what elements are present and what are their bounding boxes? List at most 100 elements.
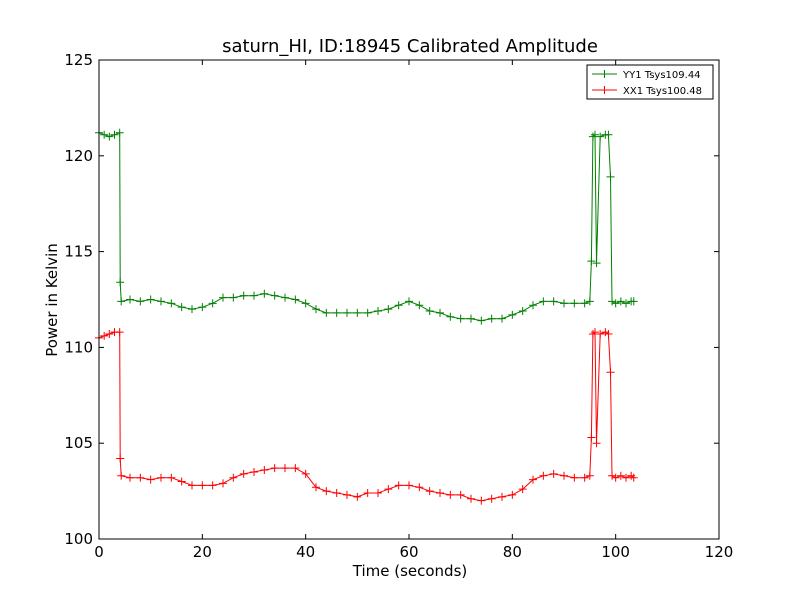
- data-point: [250, 467, 258, 476]
- data-point: [136, 297, 145, 306]
- data-point: [539, 471, 548, 480]
- data-point: [301, 469, 310, 478]
- data-point: [374, 489, 382, 498]
- data-point: [606, 172, 615, 181]
- data-point: [446, 312, 455, 321]
- data-point: [405, 297, 413, 306]
- data-point: [415, 483, 424, 492]
- data-point: [115, 328, 124, 337]
- data-point: [539, 297, 548, 306]
- data-point: [157, 473, 165, 482]
- data-point: [198, 481, 207, 490]
- data-point: [188, 481, 196, 490]
- data-point: [549, 469, 558, 478]
- data-point: [146, 295, 155, 304]
- data-point: [456, 490, 465, 499]
- data-point: [100, 130, 109, 139]
- data-point: [580, 473, 589, 482]
- data-point: [110, 130, 119, 139]
- data-point: [456, 314, 465, 323]
- data-point: [301, 299, 310, 308]
- data-point: [353, 308, 362, 317]
- data-point: [467, 314, 475, 323]
- x-tick-label: 120: [705, 543, 734, 561]
- data-point: [322, 308, 331, 317]
- data-point: [622, 299, 630, 308]
- data-point: [250, 291, 258, 300]
- data-point: [270, 464, 279, 473]
- data-point: [239, 469, 248, 478]
- data-point: [219, 293, 227, 302]
- data-point: [560, 471, 568, 480]
- data-point: [629, 473, 638, 482]
- data-point: [622, 473, 630, 482]
- data-point: [229, 293, 238, 302]
- y-axis-label: Power in Kelvin: [43, 243, 61, 357]
- data-point: [312, 483, 320, 492]
- data-point: [126, 295, 134, 304]
- data-point: [425, 306, 434, 315]
- y-tick-label: 120: [64, 147, 93, 165]
- data-point: [415, 301, 424, 310]
- data-point: [611, 473, 620, 482]
- data-point: [363, 489, 372, 498]
- data-point: [508, 310, 517, 319]
- data-point: [529, 301, 537, 310]
- series-markers-1: [95, 128, 638, 325]
- x-axis-label: Time (seconds): [352, 562, 468, 580]
- data-point: [312, 305, 320, 314]
- data-point: [384, 305, 393, 314]
- data-point: [498, 314, 506, 323]
- data-point: [596, 329, 605, 338]
- data-point: [436, 308, 444, 317]
- data-point: [616, 297, 625, 306]
- data-point: [115, 128, 124, 137]
- data-point: [587, 257, 596, 266]
- data-point: [105, 132, 114, 141]
- y-tick-label: 125: [64, 51, 93, 69]
- legend-label: YY1 Tsys109.44: [622, 70, 701, 81]
- data-point: [117, 297, 126, 306]
- series-markers-2: [95, 328, 638, 505]
- data-point: [136, 473, 145, 482]
- data-point: [604, 130, 613, 139]
- data-point: [436, 489, 444, 498]
- legend-box: [586, 64, 714, 100]
- data-point: [467, 494, 475, 503]
- data-point: [611, 299, 620, 308]
- data-point: [518, 485, 527, 494]
- data-point: [353, 492, 362, 501]
- data-point: [487, 314, 496, 323]
- data-point: [146, 475, 155, 484]
- data-point: [167, 473, 176, 482]
- data-point: [570, 473, 579, 482]
- data-point: [477, 496, 486, 505]
- data-point: [332, 489, 341, 498]
- data-point: [260, 466, 269, 475]
- data-point: [508, 490, 517, 499]
- chart-title: saturn_HI, ID:18945 Calibrated Amplitude: [222, 36, 598, 57]
- y-tick-label: 110: [64, 338, 93, 356]
- x-tick-label: 60: [399, 543, 418, 561]
- data-point: [208, 481, 217, 490]
- x-tick-label: 40: [296, 543, 315, 561]
- data-point: [608, 297, 617, 306]
- data-point: [384, 485, 393, 494]
- data-point: [498, 492, 506, 501]
- x-tick-label: 80: [503, 543, 522, 561]
- data-point: [167, 299, 176, 308]
- data-point: [394, 301, 403, 310]
- data-point: [591, 130, 599, 139]
- data-point: [117, 471, 126, 480]
- data-point: [394, 481, 403, 490]
- data-point: [116, 454, 125, 463]
- data-point: [592, 439, 601, 448]
- data-point: [518, 306, 527, 315]
- data-point: [374, 306, 382, 315]
- data-point: [229, 473, 238, 482]
- x-tick-label: 100: [601, 543, 630, 561]
- data-point: [322, 487, 331, 496]
- data-point: [116, 278, 125, 287]
